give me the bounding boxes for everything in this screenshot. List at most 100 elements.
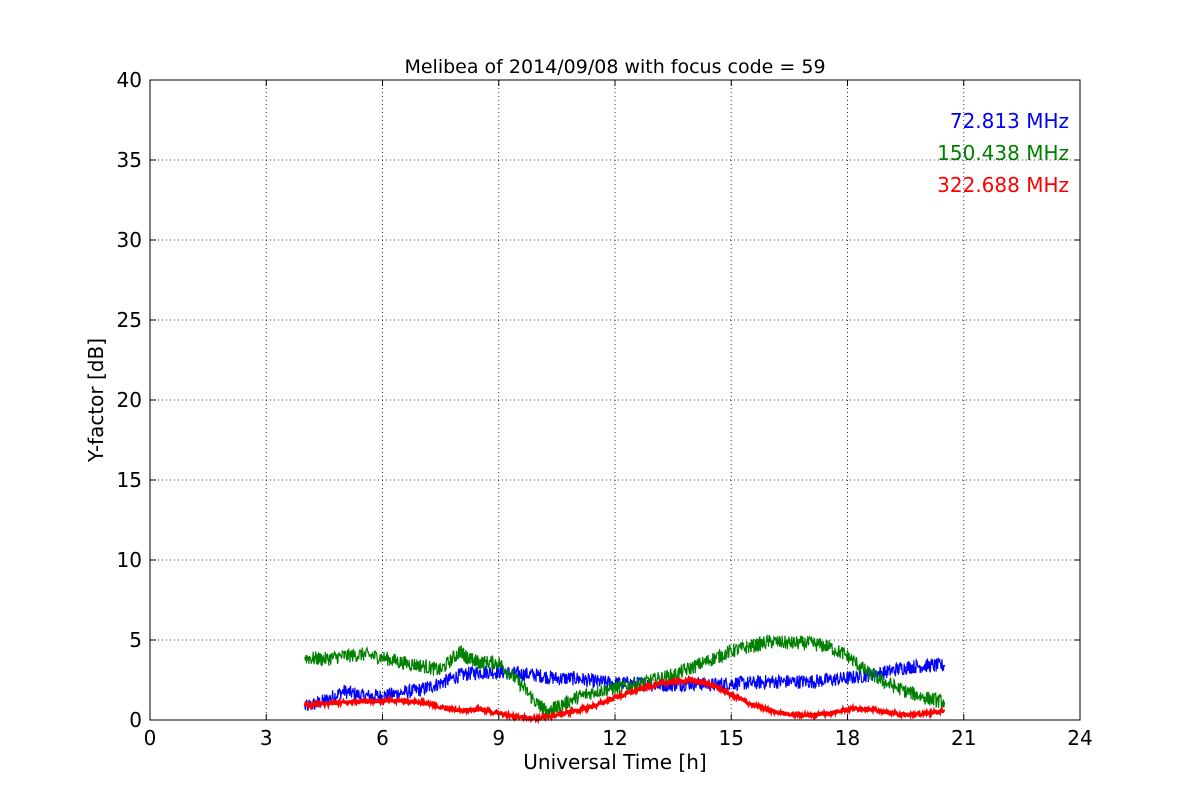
data-point	[439, 706, 442, 708]
data-point	[546, 711, 548, 713]
data-point	[497, 661, 500, 664]
data-point	[381, 700, 384, 702]
data-point	[342, 690, 345, 692]
y-tick-label: 0	[129, 708, 142, 732]
data-point	[575, 696, 578, 699]
data-point	[885, 682, 888, 684]
y-tick-label: 10	[117, 548, 142, 572]
data-point	[943, 701, 946, 704]
data-point	[381, 656, 384, 659]
data-point	[633, 684, 636, 686]
data-point	[827, 645, 829, 648]
data-point	[711, 684, 713, 686]
data-point	[342, 655, 345, 657]
data-point	[846, 677, 849, 680]
data-point	[866, 671, 868, 673]
series-layer	[303, 633, 946, 725]
tick-labels: 0 3 6 9 12 15 18 21 24 0 5 10 15 20 25 30 35 40	[117, 68, 1093, 750]
x-axis-label: Universal Time [h]	[523, 750, 706, 774]
data-point	[517, 680, 519, 683]
legend-entry: 150.438 MHz	[937, 141, 1069, 165]
data-point	[749, 682, 752, 684]
data-point	[575, 709, 578, 712]
data-point	[323, 703, 326, 705]
data-point	[614, 687, 616, 689]
data-point	[846, 655, 849, 657]
data-point	[807, 680, 810, 683]
data-point	[924, 712, 926, 715]
data-point	[614, 696, 616, 699]
data-point	[904, 714, 907, 716]
data-point	[362, 700, 364, 702]
data-point	[468, 658, 471, 660]
series-line	[303, 674, 945, 725]
data-point	[749, 645, 752, 648]
data-point	[556, 714, 558, 716]
data-point	[497, 671, 500, 673]
x-tick-label: 18	[835, 726, 860, 750]
series-line	[304, 657, 945, 712]
data-point	[362, 653, 364, 656]
data-point	[652, 684, 655, 686]
data-point	[556, 677, 558, 680]
data-point	[536, 674, 539, 676]
y-tick-label: 20	[117, 388, 142, 412]
data-point	[594, 704, 597, 707]
data-point	[362, 695, 364, 697]
legend: 72.813 MHz 150.438 MHz 322.688 MHz	[937, 109, 1069, 197]
data-point	[304, 704, 306, 707]
series-line	[304, 633, 945, 719]
data-point	[788, 713, 791, 716]
data-point	[536, 703, 539, 705]
data-point	[807, 642, 810, 644]
legend-entry: 72.813 MHz	[950, 109, 1069, 133]
data-point	[420, 701, 423, 704]
data-point	[536, 717, 539, 720]
data-point	[885, 711, 888, 713]
x-tick-label: 12	[602, 726, 627, 750]
data-point	[594, 680, 597, 683]
grid	[150, 80, 1080, 720]
y-axis-label: Y-factor [dB]	[84, 338, 108, 463]
x-tick-label: 15	[719, 726, 744, 750]
data-point	[342, 701, 345, 704]
y-tick-label: 30	[117, 228, 142, 252]
data-point	[943, 709, 946, 712]
data-point	[730, 650, 733, 652]
data-point	[575, 677, 578, 680]
y-tick-label: 25	[117, 308, 142, 332]
data-point	[420, 664, 423, 667]
x-tick-label: 0	[144, 726, 157, 750]
data-point	[323, 700, 326, 702]
data-point	[672, 674, 674, 676]
data-point	[401, 700, 403, 702]
y-tick-label: 35	[117, 148, 142, 172]
data-point	[788, 680, 791, 683]
data-point	[749, 703, 752, 705]
data-point	[304, 706, 306, 708]
ticks	[149, 79, 1081, 721]
data-point	[478, 708, 481, 710]
data-point	[943, 664, 946, 667]
data-point	[866, 708, 868, 710]
data-point	[633, 690, 636, 692]
data-point	[807, 714, 810, 716]
data-point	[769, 680, 771, 683]
data-point	[478, 671, 481, 673]
data-point	[769, 709, 771, 712]
x-tick-label: 24	[1067, 726, 1092, 750]
data-point	[594, 690, 597, 692]
data-point	[672, 680, 674, 683]
data-point	[401, 692, 403, 694]
data-point	[904, 666, 907, 668]
data-point	[439, 669, 442, 672]
x-tick-label: 21	[951, 726, 976, 750]
y-tick-label: 15	[117, 468, 142, 492]
x-tick-label: 6	[376, 726, 389, 750]
data-point	[846, 708, 849, 710]
data-point	[304, 656, 306, 659]
data-point	[691, 666, 694, 668]
x-tick-label: 3	[260, 726, 273, 750]
data-point	[478, 661, 481, 664]
